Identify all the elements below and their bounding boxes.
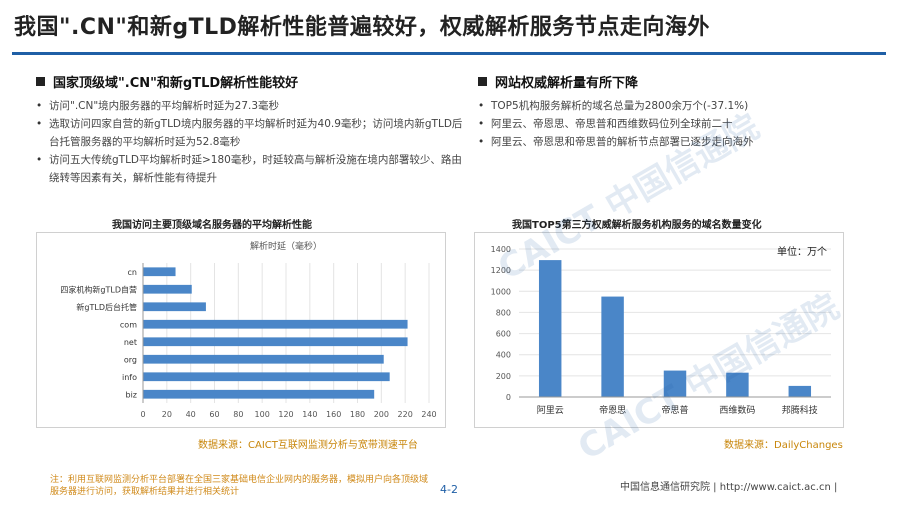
left-bullets: 访问".CN"境内服务器的平均解析时延为27.3毫秒 选取访问四家自营的新gTL… <box>36 97 466 187</box>
x-tick-label: 120 <box>278 410 293 419</box>
x-tick-label: 0 <box>140 410 145 419</box>
x-tick-label: 20 <box>162 410 172 419</box>
category-label: cn <box>128 268 137 277</box>
left-bullet-2: 选取访问四家自营的新gTLD境内服务器的平均解析时延为40.9毫秒；访问境内新g… <box>36 115 466 151</box>
category-label: info <box>122 373 137 382</box>
right-bullets: TOP5机构服务解析的域名总量为2800余万个(-37.1%) 阿里云、帝恩思、… <box>478 97 878 151</box>
series-label: 解析时延（毫秒） <box>250 240 322 252</box>
page-number: 4-2 <box>440 483 458 496</box>
category-label: 阿里云 <box>537 405 564 416</box>
y-tick-label: 400 <box>496 351 511 360</box>
right-heading: 网站权威解析量有所下降 <box>478 72 878 91</box>
right-bullet-2: 阿里云、帝恩思、帝思普和西维数码位列全球前二十 <box>478 115 878 133</box>
x-tick-label: 100 <box>255 410 270 419</box>
category-label: 邦腾科技 <box>782 404 818 416</box>
category-label: 帝思普 <box>661 404 688 416</box>
title-underline <box>12 52 886 55</box>
category-label: 新gTLD后台托管 <box>76 302 137 312</box>
left-source: 数据来源：CAICT互联网监测分析与宽带测速平台 <box>198 440 418 451</box>
bar <box>143 284 192 294</box>
footnote: 注：利用互联网监测分析平台部署在全国三家基础电信企业网内的服务器，模拟用户向各顶… <box>50 475 429 497</box>
x-tick-label: 60 <box>209 410 219 419</box>
left-chart-title: 我国访问主要顶级域名服务器的平均解析性能 <box>112 220 312 231</box>
bar <box>143 302 206 312</box>
bar <box>538 260 562 397</box>
left-heading-text: 国家顶级域".CN"和新gTLD解析性能较好 <box>53 76 299 91</box>
left-chart-frame: 解析时延（毫秒） 0 20 40 60 80 100 120 140 160 180 200 220 24… <box>36 232 446 428</box>
bar <box>143 267 176 277</box>
y-tick-label: 200 <box>496 372 511 381</box>
slide-title: 我国".CN"和新gTLD解析性能普遍较好，权威解析服务节点走向海外 <box>14 15 710 40</box>
title-bar: 我国".CN"和新gTLD解析性能普遍较好，权威解析服务节点走向海外 <box>0 0 900 56</box>
left-chart: 解析时延（毫秒） 0 20 40 60 80 100 120 140 160 180 200 220 24… <box>60 240 436 419</box>
right-source: 数据来源：DailyChanges <box>724 440 843 451</box>
x-tick-label: 220 <box>398 410 413 419</box>
square-bullet-icon <box>36 77 45 86</box>
x-tick-label: 180 <box>350 410 365 419</box>
bar <box>726 372 749 397</box>
bar <box>143 354 384 364</box>
y-tick-label: 600 <box>496 330 511 339</box>
category-label: 帝恩思 <box>599 404 626 416</box>
footer-org-url: 中国信息通信研究院 | http://www.caict.ac.cn | <box>620 482 838 493</box>
right-bullet-1: TOP5机构服务解析的域名总量为2800余万个(-37.1%) <box>478 97 878 115</box>
x-tick-label: 80 <box>233 410 243 419</box>
category-label: biz <box>126 390 138 399</box>
y-tick-label: 1200 <box>491 266 511 275</box>
unit-label: 单位：万个 <box>777 245 827 258</box>
square-bullet-icon <box>478 77 487 86</box>
left-section: 国家顶级域".CN"和新gTLD解析性能较好 访问".CN"境内服务器的平均解析… <box>36 72 466 187</box>
category-label: 西维数码 <box>719 404 755 416</box>
bar <box>143 389 375 399</box>
left-bullet-3: 访问五大传统gTLD平均解析时延>180毫秒，时延较高与解析没施在境内部署较少、… <box>36 151 466 187</box>
bar <box>143 337 408 347</box>
bar <box>143 372 390 382</box>
x-tick-label: 240 <box>421 410 436 419</box>
category-label: org <box>124 355 137 364</box>
x-tick-label: 200 <box>374 410 389 419</box>
category-label: com <box>120 320 137 329</box>
left-bullet-1: 访问".CN"境内服务器的平均解析时延为27.3毫秒 <box>36 97 466 115</box>
bar <box>601 296 624 397</box>
x-tick-label: 40 <box>186 410 196 419</box>
category-label: 四家机构新gTLD自营 <box>60 284 137 294</box>
right-section: 网站权威解析量有所下降 TOP5机构服务解析的域名总量为2800余万个(-37.… <box>478 72 878 151</box>
x-tick-label: 140 <box>302 410 317 419</box>
y-tick-label: 0 <box>506 393 511 402</box>
y-tick-label: 1000 <box>491 287 511 296</box>
bar <box>663 370 687 397</box>
bar <box>788 385 812 397</box>
right-chart-frame: 0 200 400 600 800 1000 1200 1400 单位：万个阿里云 帝恩思 帝思普 西… <box>474 232 844 428</box>
y-tick-label: 800 <box>496 308 511 317</box>
left-heading: 国家顶级域".CN"和新gTLD解析性能较好 <box>36 72 466 91</box>
right-bullet-3: 阿里云、帝恩思和帝思普的解析节点部署已逐步走向海外 <box>478 133 878 151</box>
category-label: net <box>124 338 137 347</box>
y-tick-label: 1400 <box>491 245 511 254</box>
right-heading-text: 网站权威解析量有所下降 <box>495 76 639 91</box>
bar <box>143 319 408 329</box>
right-chart-title: 我国TOP5第三方权威解析服务机构服务的域名数量变化 <box>512 220 762 231</box>
x-tick-label: 160 <box>326 410 341 419</box>
